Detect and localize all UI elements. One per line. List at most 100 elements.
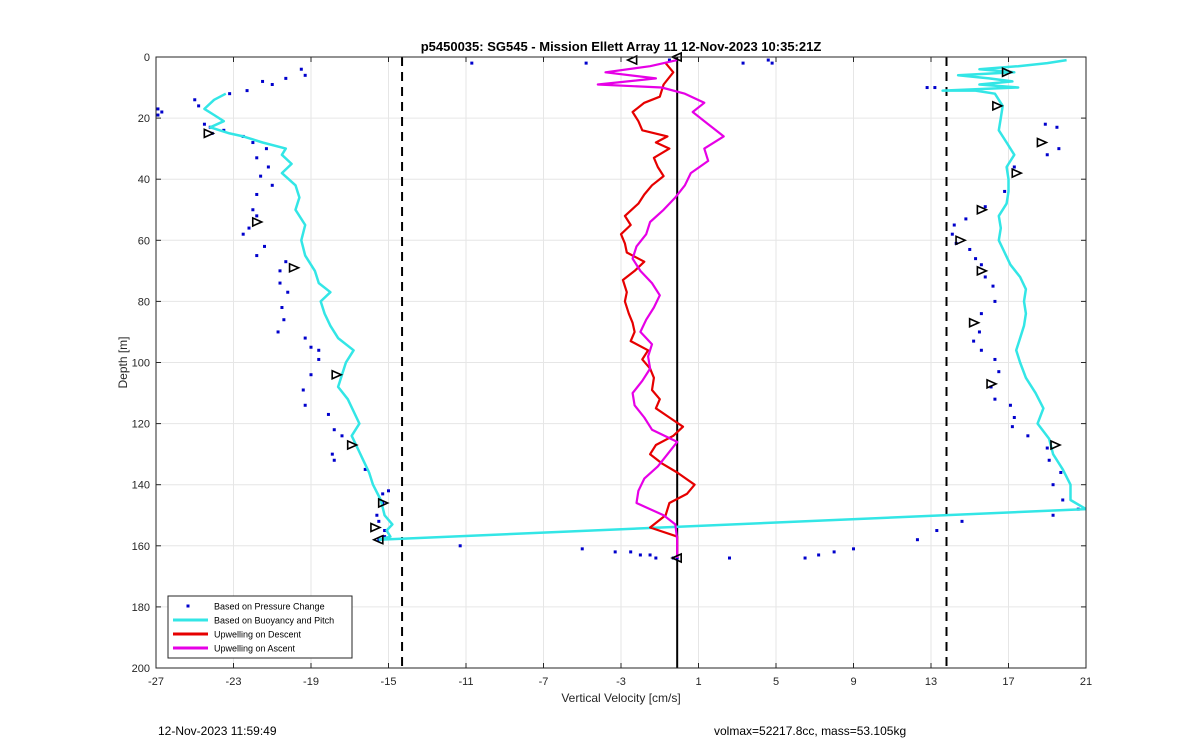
pressure-change-point [266,165,270,169]
pressure-change-point [332,428,336,432]
pressure-change-point [580,547,584,551]
pressure-change-point [915,538,919,542]
upwelling-descent-line [619,62,696,558]
pressure-change-point [638,553,642,557]
pressure-change-point [282,318,286,322]
chart-title: p5450035: SG545 - Mission Ellett Array 1… [421,39,822,54]
pressure-change-point [667,58,671,62]
pressure-change-point [387,489,390,493]
pressure-change-point [309,373,313,377]
pressure-change-point [251,141,255,145]
y-tick-label: 180 [132,602,150,614]
pressure-change-point [1043,122,1047,126]
pressure-change-point [952,223,956,227]
pressure-change-point [270,82,274,86]
x-tick-label: 9 [850,676,856,688]
triangle-marker [288,262,301,274]
pressure-change-point [202,122,206,126]
triangle-marker [976,204,989,215]
pressure-change-point [613,550,617,554]
pressure-change-point [974,257,978,261]
triangle-marker [251,216,264,228]
triangle-marker [346,439,359,451]
pressure-change-point [1061,498,1065,502]
pressure-change-point [156,107,160,111]
pressure-change-point [375,513,379,517]
legend-entry-label: Based on Pressure Change [214,602,325,612]
pressure-change-point [983,205,987,209]
pressure-change-point [340,434,344,438]
buoyancy-pitch-line [941,58,1087,511]
reference-lines [401,57,948,668]
pressure-change-point [1045,153,1049,157]
pressure-change-point [156,113,160,117]
pressure-change-point [1057,147,1061,151]
pressure-change-point [950,232,954,236]
marker-layer [203,51,1062,564]
triangle-marker [371,534,384,545]
triangle-marker [992,100,1004,112]
buoyancy-pitch-line [378,507,1087,541]
pressure-change-point [309,345,313,349]
triangle-marker [377,497,390,509]
pressure-change-point [1051,483,1055,487]
pressure-change-point [675,556,679,560]
y-tick-label: 60 [138,235,150,247]
pressure-change-point [993,357,997,361]
pressure-change-point [197,104,201,108]
pressure-change-point [193,98,197,102]
y-tick-label: 100 [132,358,150,370]
pressure-change-point [303,403,307,407]
y-tick-label: 160 [132,541,150,553]
pressure-change-point [245,89,249,93]
pressure-change-point [852,547,855,551]
pressure-change-point [255,214,259,218]
pressure-change-point [770,61,774,65]
pressure-change-point [255,156,259,160]
x-tick-label: -19 [303,676,319,688]
pressure-change-point [654,556,658,560]
triangle-marker [1011,167,1024,179]
pressure-change-point [817,553,821,557]
pressure-change-point [1012,415,1016,419]
buoyancy-pitch-line [203,92,394,541]
pressure-change-point [286,290,290,294]
pressure-change-point [383,529,387,533]
y-tick-label: 120 [132,419,150,431]
pressure-change-point [960,519,964,523]
x-tick-label: 17 [1002,676,1014,688]
pressure-change-point [979,348,983,352]
triangle-marker [331,369,344,380]
pressure-change-point [964,217,968,221]
pressure-change-point [264,147,268,151]
pressure-change-point [317,357,321,361]
triangle-marker [1050,439,1062,451]
x-tick-label: 13 [925,676,937,688]
x-tick-label: -23 [226,676,242,688]
axis-ticks: -27 -23 -19 -15 -11 -7 -3 1 5 9 13 17 21 0 20 40 60 80 100… [132,52,1092,688]
pressure-change-point [261,79,265,83]
triangle-marker [986,378,999,390]
pressure-change-point [276,330,280,334]
pressure-change-point [301,388,305,392]
legend-entry-label: Based on Buoyancy and Pitch [214,616,334,626]
y-tick-label: 140 [132,480,150,492]
pressure-change-point [160,110,164,114]
legend-entry-label: Upwelling on Ascent [214,644,296,654]
pressure-change-point [228,92,232,96]
x-tick-label: -27 [148,676,164,688]
x-tick-label: -3 [616,676,626,688]
pressure-change-point [991,284,995,288]
triangle-marker [976,265,989,277]
pressure-change-point [1055,125,1059,129]
pressure-change-point [377,519,381,523]
pressure-change-point [363,467,367,471]
pressure-change-point [803,556,807,560]
pressure-change-point [383,535,387,539]
y-tick-label: 0 [144,52,150,64]
pressure-change-point [1003,189,1007,193]
upwelling-ascent-line [596,59,725,558]
pressure-change-point [979,312,983,316]
pressure-change-point [1008,403,1012,407]
